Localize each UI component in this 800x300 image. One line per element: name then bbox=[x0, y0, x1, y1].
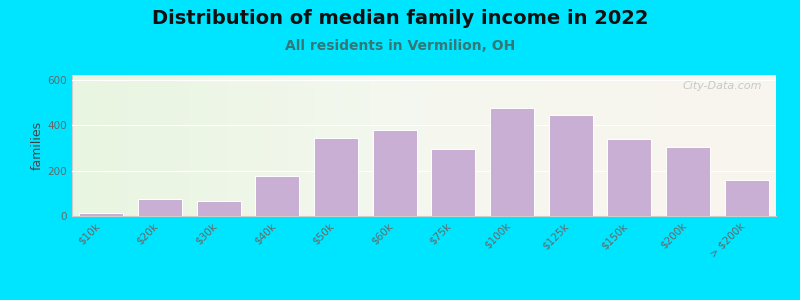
Text: Distribution of median family income in 2022: Distribution of median family income in … bbox=[152, 9, 648, 28]
Bar bbox=[725, 180, 769, 216]
Bar bbox=[549, 115, 593, 216]
Bar bbox=[255, 176, 299, 216]
Bar bbox=[666, 147, 710, 216]
Text: City-Data.com: City-Data.com bbox=[682, 81, 762, 91]
Bar bbox=[79, 213, 123, 216]
Y-axis label: families: families bbox=[30, 121, 43, 170]
Bar bbox=[607, 139, 651, 216]
Bar bbox=[431, 149, 475, 216]
Bar bbox=[373, 130, 417, 216]
Bar bbox=[138, 199, 182, 216]
Bar bbox=[314, 137, 358, 216]
Bar bbox=[197, 201, 241, 216]
Bar bbox=[490, 108, 534, 216]
Text: All residents in Vermilion, OH: All residents in Vermilion, OH bbox=[285, 39, 515, 53]
